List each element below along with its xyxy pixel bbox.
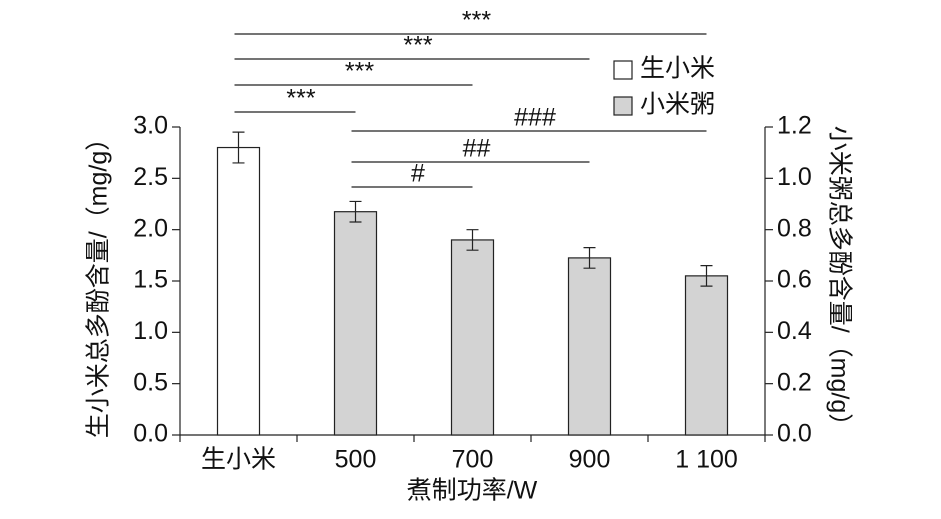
y2-tick-label: 0.6 (777, 266, 812, 294)
significance-label: # (411, 160, 425, 188)
significance-label: ### (514, 104, 556, 132)
y2-tick-label: 0.0 (777, 420, 812, 448)
y2-tick-label: 0.4 (777, 317, 812, 345)
bar (567, 257, 612, 436)
legend-swatch (613, 96, 633, 116)
y-tick-label: 1.5 (133, 266, 168, 294)
legend-label: 小米粥 (640, 91, 715, 119)
significance-label: ## (463, 135, 491, 163)
x-tick-label: 生小米 (201, 446, 276, 474)
error-bar (583, 247, 596, 269)
x-tick-label: 500 (335, 446, 377, 474)
y-tick-label: 1.0 (133, 317, 168, 345)
bar (216, 146, 261, 436)
significance-label: *** (345, 58, 374, 86)
legend-swatch (613, 60, 633, 80)
bar (684, 275, 729, 436)
y-tick-label: 0.0 (133, 420, 168, 448)
x-tick-label: 700 (452, 446, 494, 474)
error-bar (232, 131, 245, 164)
legend-label: 生小米 (640, 55, 715, 83)
y2-tick-label: 1.2 (777, 112, 812, 140)
x-tick-label: 900 (569, 446, 611, 474)
x-tick-label: 1 100 (675, 446, 738, 474)
y2-tick-label: 0.2 (777, 368, 812, 396)
x-axis-label: 煮制功率/W (407, 477, 538, 505)
significance-label: *** (286, 85, 315, 113)
bar (333, 211, 378, 436)
significance-label: *** (462, 7, 491, 35)
y2-tick-label: 1.0 (777, 163, 812, 191)
y-tick-label: 3.0 (133, 112, 168, 140)
y-axis-label: 生小米总多酚含量/（mg/g） (85, 126, 113, 439)
y2-tick-label: 0.8 (777, 214, 812, 242)
error-bar (466, 229, 479, 251)
y2-axis-label: 小米粥总多酚含量/（mg/g） (825, 126, 853, 439)
bar (450, 239, 495, 436)
y-tick-label: 2.5 (133, 163, 168, 191)
error-bar (349, 200, 362, 223)
significance-label: *** (403, 32, 432, 60)
y-tick-label: 0.5 (133, 368, 168, 396)
error-bar (700, 265, 713, 287)
y-tick-label: 2.0 (133, 214, 168, 242)
